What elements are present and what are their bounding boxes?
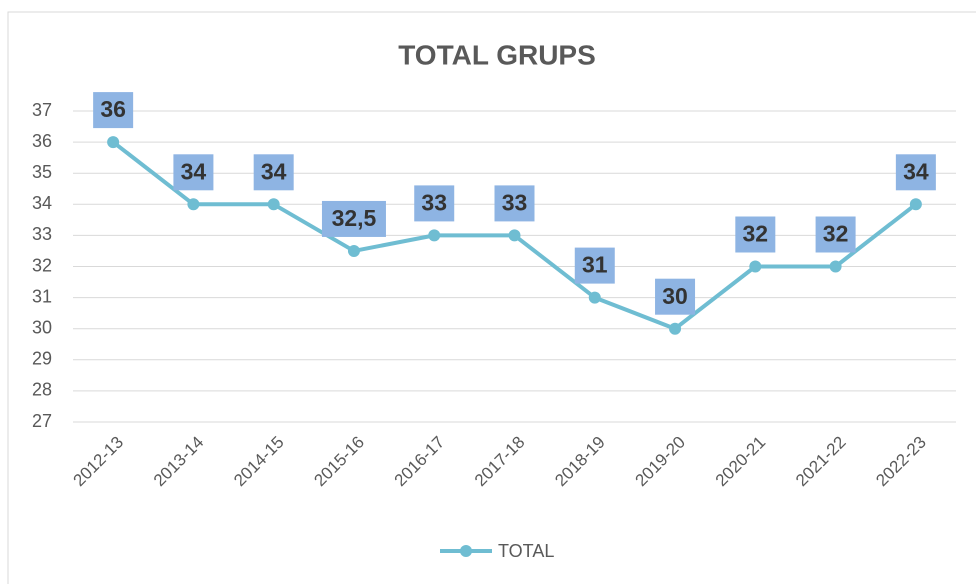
data-label-box: [655, 278, 696, 315]
data-label: 34: [903, 158, 929, 184]
data-point: [267, 198, 280, 211]
data-point: [909, 198, 922, 211]
data-point: [347, 244, 360, 257]
y-tick-label: 37: [32, 100, 52, 120]
y-tick-label: 27: [32, 411, 52, 431]
data-point: [508, 229, 521, 242]
y-tick-label: 35: [32, 162, 52, 182]
data-point: [588, 291, 601, 304]
legend-label: TOTAL: [498, 541, 554, 561]
data-label: 32: [823, 221, 849, 247]
legend-marker: [460, 545, 472, 557]
data-label-box: [895, 154, 936, 191]
data-label: 31: [582, 252, 608, 278]
chart-title: TOTAL GRUPS: [398, 39, 596, 70]
data-point: [187, 198, 200, 211]
data-label: 34: [181, 158, 207, 184]
data-label: 33: [421, 189, 447, 215]
y-tick-label: 33: [32, 224, 52, 244]
data-label: 33: [502, 189, 528, 215]
data-label-box: [93, 92, 134, 129]
data-point: [428, 229, 441, 242]
data-label: 32,5: [332, 205, 377, 231]
y-tick-label: 29: [32, 349, 52, 369]
data-point: [669, 322, 682, 335]
data-label: 32: [743, 221, 769, 247]
data-label: 36: [100, 96, 126, 122]
data-point: [749, 260, 762, 273]
y-tick-label: 28: [32, 380, 52, 400]
data-label-box: [735, 216, 776, 253]
data-label-box: [321, 200, 386, 237]
data-label-box: [494, 185, 535, 222]
data-point: [829, 260, 842, 273]
data-point: [107, 136, 120, 149]
y-tick-label: 30: [32, 317, 52, 337]
data-label-box: [574, 247, 615, 284]
data-label-box: [173, 154, 214, 191]
data-label-box: [253, 154, 294, 191]
data-label-box: [815, 216, 856, 253]
data-label-box: [414, 185, 455, 222]
y-tick-label: 36: [32, 131, 52, 151]
y-tick-label: 34: [32, 193, 52, 213]
data-label: 34: [261, 158, 287, 184]
y-tick-label: 32: [32, 255, 52, 275]
y-tick-label: 31: [32, 286, 52, 306]
data-label: 30: [662, 283, 688, 309]
